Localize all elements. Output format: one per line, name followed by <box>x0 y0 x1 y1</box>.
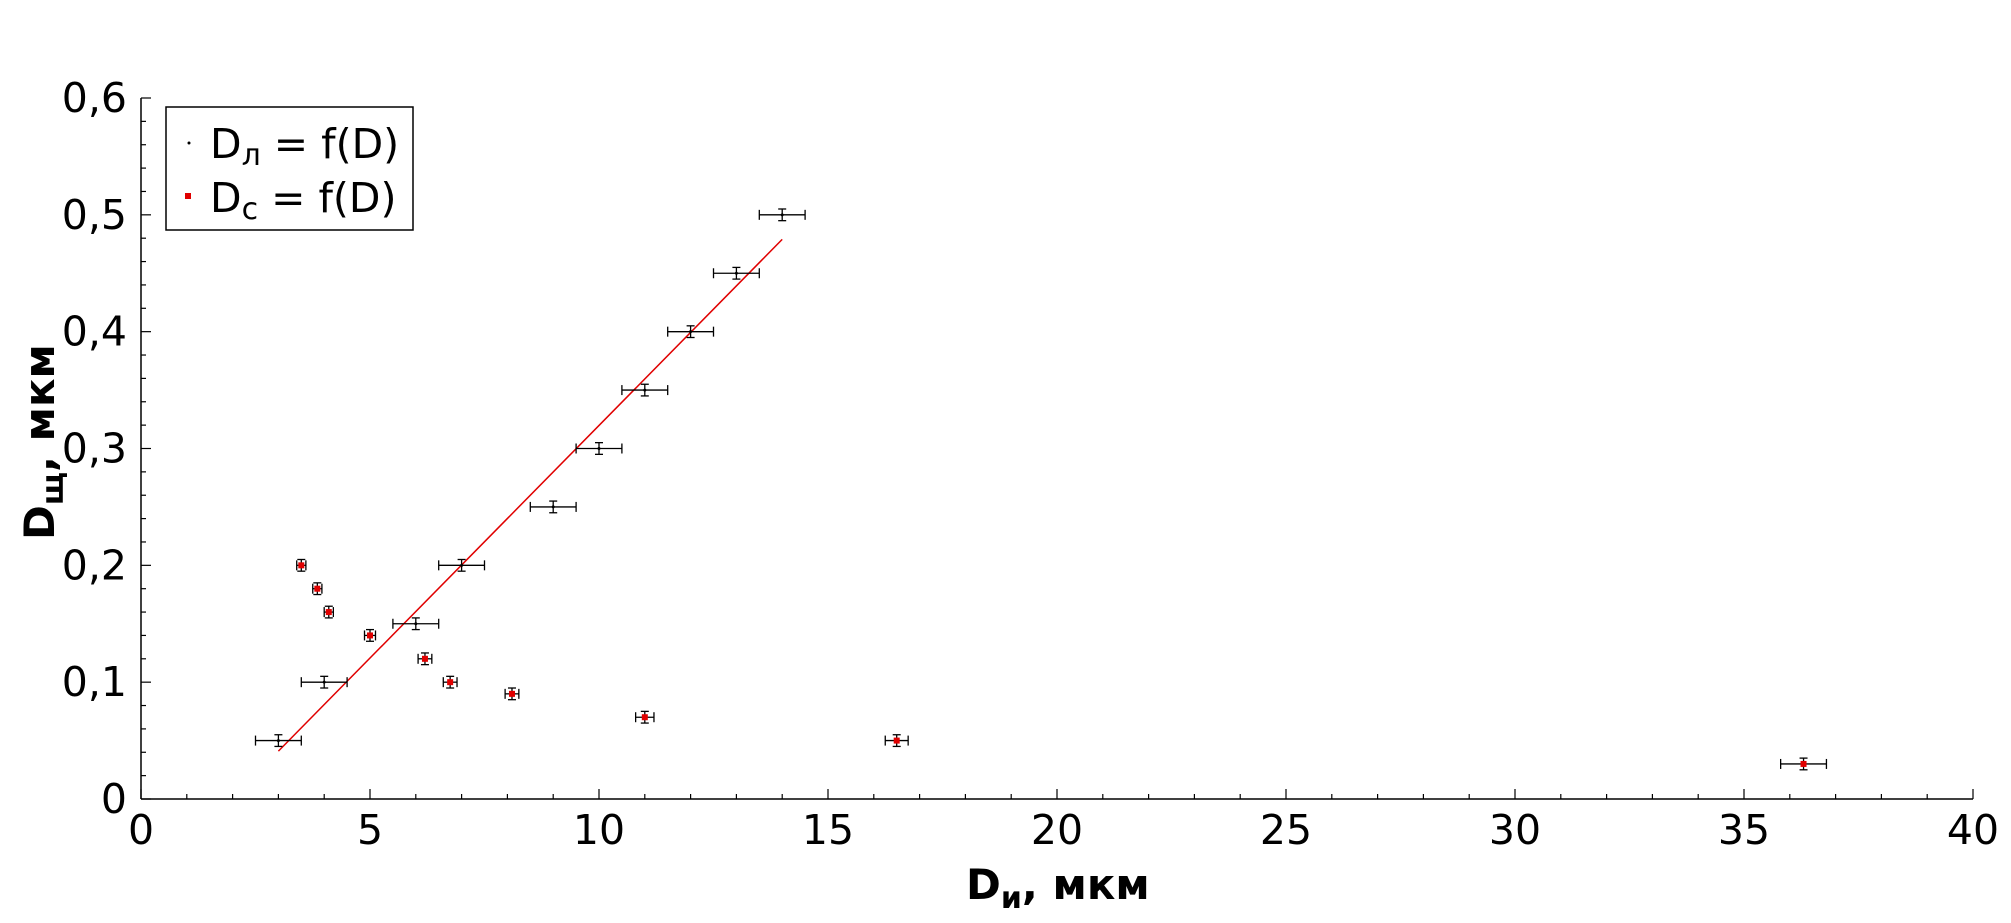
x-ticks: 0 5 10 15 20 25 30 35 40 <box>128 789 1999 854</box>
data-point <box>296 558 307 572</box>
point-marker <box>414 622 418 626</box>
point-marker <box>643 388 647 392</box>
data-point <box>621 383 669 397</box>
y-tick-label: 0,6 <box>62 74 127 122</box>
data-point <box>634 710 655 724</box>
x-tick-label: 20 <box>1031 806 1083 854</box>
point-marker <box>298 562 305 569</box>
x-tick-label: 5 <box>357 806 383 854</box>
point-marker <box>325 609 332 616</box>
y-tick-label: 0,4 <box>62 308 127 356</box>
y-axis-title-units: , мкм <box>15 344 64 472</box>
point-marker <box>1800 760 1807 767</box>
point-marker <box>314 585 321 592</box>
x-tick-label: 15 <box>802 806 854 854</box>
data-point <box>1779 757 1828 771</box>
data-point <box>667 325 715 339</box>
data-point <box>442 675 458 689</box>
legend-label-series-1: Dл = f(D) <box>210 120 399 173</box>
point-marker <box>780 213 784 217</box>
data-point <box>417 652 433 666</box>
point-marker <box>551 505 555 509</box>
data-point <box>575 442 623 455</box>
legend-label-series-2: Dc = f(D) <box>210 174 397 227</box>
point-marker <box>322 680 326 684</box>
point-marker <box>508 690 515 697</box>
fit-line-group <box>277 238 783 752</box>
series-1 <box>254 208 806 748</box>
fit-line <box>277 238 783 752</box>
data-point <box>392 617 440 631</box>
point-marker <box>447 679 454 686</box>
point-marker <box>421 655 428 662</box>
data-point <box>712 266 760 280</box>
y-tick-label: 0,2 <box>62 541 127 589</box>
point-marker <box>276 739 280 743</box>
legend-series-2-main: D <box>210 174 242 222</box>
legend-marker-series-2 <box>185 193 191 199</box>
legend: Dл = f(D) Dc = f(D) <box>165 106 414 231</box>
y-axis-title: Dщ, мкм <box>15 344 71 540</box>
point-marker <box>597 447 601 450</box>
data-point <box>363 628 377 642</box>
point-marker <box>460 563 464 567</box>
data-point <box>323 605 335 619</box>
point-marker <box>734 271 738 275</box>
x-tick-label: 0 <box>128 806 154 854</box>
point-marker <box>641 714 648 721</box>
legend-series-1-rest: = f(D) <box>261 120 399 168</box>
x-axis-title: Dи, мкм <box>966 860 1150 916</box>
legend-marker-series-1 <box>187 141 191 145</box>
legend-series-2-rest: = f(D) <box>258 174 396 222</box>
data-points <box>254 208 1828 771</box>
series-2 <box>296 558 1828 771</box>
x-tick-label: 35 <box>1718 806 1770 854</box>
point-marker <box>367 632 373 639</box>
y-axis-title-subscript: щ <box>36 472 71 505</box>
legend-series-1-subscript: л <box>242 138 261 173</box>
y-tick-label: 0,5 <box>62 191 127 239</box>
data-point <box>504 687 520 701</box>
x-axis-title-units: , мкм <box>1022 860 1150 909</box>
y-tick-label: 0,3 <box>62 425 127 473</box>
point-marker <box>893 737 900 744</box>
x-axis-title-main: D <box>966 860 1001 909</box>
legend-series-2-subscript: c <box>242 192 259 227</box>
x-tick-label: 25 <box>1260 806 1312 854</box>
x-tick-label: 30 <box>1489 806 1541 854</box>
data-point <box>254 734 302 748</box>
legend-series-1-main: D <box>210 120 242 168</box>
axes <box>140 98 1973 800</box>
y-tick-label: 0,1 <box>62 658 127 706</box>
y-tick-label: 0 <box>101 775 127 823</box>
data-point <box>312 582 323 596</box>
data-point <box>529 500 577 514</box>
y-axis-title-main: D <box>15 505 64 540</box>
data-point <box>438 558 486 572</box>
y-ticks: 0 0,1 0,2 0,3 0,4 0,5 0,6 <box>62 74 151 823</box>
x-tick-label: 10 <box>573 806 625 854</box>
data-point <box>884 734 909 748</box>
data-point <box>300 675 348 689</box>
data-point <box>758 208 806 222</box>
x-axis-title-subscript: и <box>1001 881 1022 916</box>
point-marker <box>689 330 693 334</box>
legend-box <box>165 106 414 231</box>
x-tick-label: 40 <box>1947 806 1999 854</box>
